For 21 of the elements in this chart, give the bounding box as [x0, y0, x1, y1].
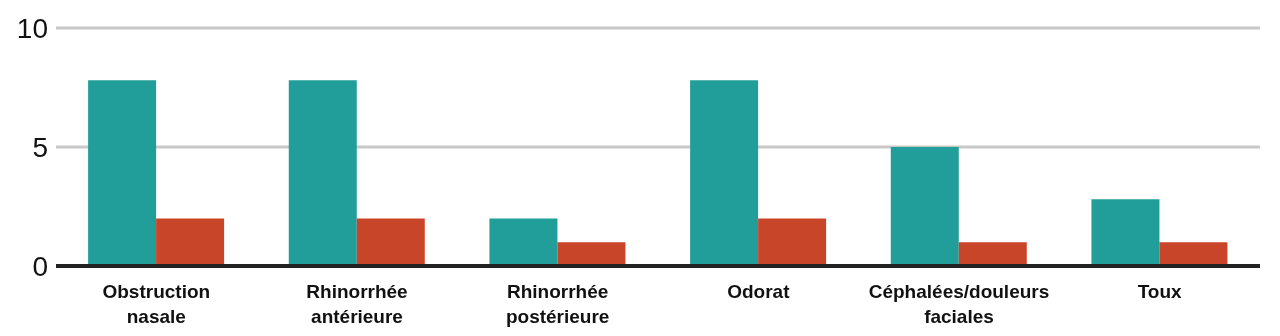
y-tick-label: 10	[16, 12, 48, 44]
bar	[288, 80, 357, 266]
bar	[890, 147, 959, 266]
x-tick-label: Rhinorrhée postérieure	[505, 281, 610, 327]
bar	[758, 218, 827, 266]
x-tick-label: Toux	[1137, 281, 1183, 302]
bar	[489, 218, 558, 266]
bar	[557, 242, 626, 266]
bar	[88, 80, 157, 266]
x-tick-label: Obstruction nasale	[102, 281, 211, 327]
bar	[356, 218, 425, 266]
x-tick-label: Odorat	[727, 281, 791, 302]
bar	[156, 218, 225, 266]
y-tick-label: 0	[32, 250, 48, 282]
bar	[958, 242, 1027, 266]
x-tick-label: Rhinorrhée antérieure	[306, 281, 408, 327]
bar	[1159, 242, 1228, 266]
bar	[690, 80, 759, 266]
bar	[1091, 199, 1160, 266]
y-tick-label: 5	[32, 131, 48, 163]
x-tick-label: Céphalées/douleurs faciales	[868, 281, 1050, 327]
